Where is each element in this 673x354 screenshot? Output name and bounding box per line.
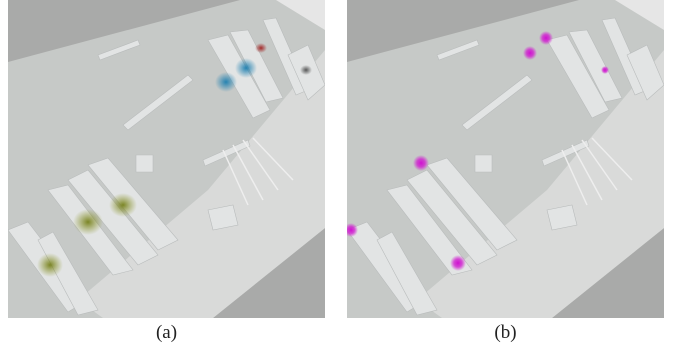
caption-b: (b) [347,322,664,344]
panel-a-image [8,0,325,318]
page: (a) (b) (() => { const data = JSON.parse… [0,0,673,354]
caption-a: (a) [8,322,325,344]
panel-b-image [347,0,664,318]
